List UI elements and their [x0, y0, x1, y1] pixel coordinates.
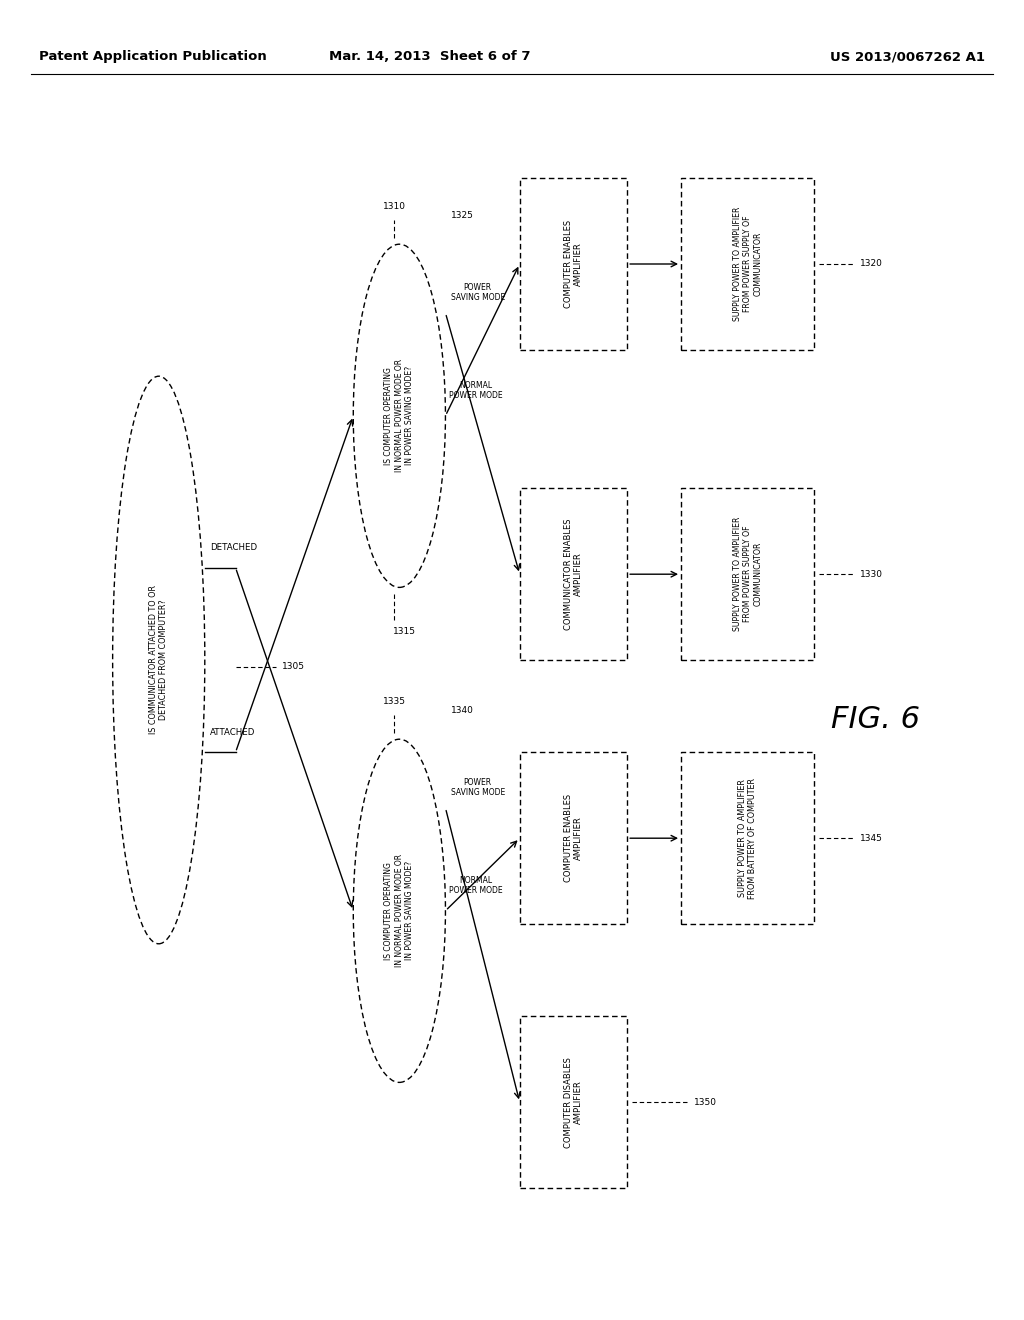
Text: 1315: 1315 — [393, 627, 416, 636]
Text: 1305: 1305 — [282, 663, 304, 671]
Text: Patent Application Publication: Patent Application Publication — [39, 50, 266, 63]
Text: 1325: 1325 — [451, 211, 473, 220]
Bar — [520, 178, 627, 350]
Text: 1340: 1340 — [451, 706, 473, 715]
Text: 1310: 1310 — [383, 202, 406, 211]
Text: 1320: 1320 — [860, 260, 883, 268]
Bar — [681, 178, 814, 350]
Text: IS COMMUNICATOR ATTACHED TO OR
DETACHED FROM COMPUTER?: IS COMMUNICATOR ATTACHED TO OR DETACHED … — [150, 586, 168, 734]
Bar — [681, 488, 814, 660]
Text: POWER
SAVING MODE: POWER SAVING MODE — [451, 777, 505, 797]
Bar — [681, 752, 814, 924]
Text: NORMAL
POWER MODE: NORMAL POWER MODE — [449, 380, 502, 400]
Text: US 2013/0067262 A1: US 2013/0067262 A1 — [830, 50, 985, 63]
Text: IS COMPUTER OPERATING
IN NORMAL POWER MODE OR
IN POWER SAVING MODE?: IS COMPUTER OPERATING IN NORMAL POWER MO… — [384, 854, 415, 968]
Text: 1350: 1350 — [694, 1098, 717, 1106]
Text: SUPPLY POWER TO AMPLIFIER
FROM POWER SUPPLY OF
COMMUNICATOR: SUPPLY POWER TO AMPLIFIER FROM POWER SUP… — [732, 207, 763, 321]
Text: COMPUTER ENABLES
AMPLIFIER: COMPUTER ENABLES AMPLIFIER — [564, 220, 583, 308]
Bar — [520, 488, 627, 660]
Text: IS COMPUTER OPERATING
IN NORMAL POWER MODE OR
IN POWER SAVING MODE?: IS COMPUTER OPERATING IN NORMAL POWER MO… — [384, 359, 415, 473]
Bar — [520, 1016, 627, 1188]
Text: COMPUTER ENABLES
AMPLIFIER: COMPUTER ENABLES AMPLIFIER — [564, 795, 583, 882]
Text: 1345: 1345 — [860, 834, 883, 842]
Text: SUPPLY POWER TO AMPLIFIER
FROM POWER SUPPLY OF
COMMUNICATOR: SUPPLY POWER TO AMPLIFIER FROM POWER SUP… — [732, 517, 763, 631]
Text: COMMUNICATOR ENABLES
AMPLIFIER: COMMUNICATOR ENABLES AMPLIFIER — [564, 519, 583, 630]
Text: 1335: 1335 — [383, 697, 406, 706]
Text: Mar. 14, 2013  Sheet 6 of 7: Mar. 14, 2013 Sheet 6 of 7 — [330, 50, 530, 63]
Text: COMPUTER DISABLES
AMPLIFIER: COMPUTER DISABLES AMPLIFIER — [564, 1057, 583, 1147]
Text: FIG. 6: FIG. 6 — [831, 705, 920, 734]
Text: 1330: 1330 — [860, 570, 883, 578]
Text: POWER
SAVING MODE: POWER SAVING MODE — [451, 282, 505, 302]
Text: ATTACHED: ATTACHED — [210, 727, 255, 737]
Text: SUPPLY POWER TO AMPLIFIER
FROM BATTERY OF COMPUTER: SUPPLY POWER TO AMPLIFIER FROM BATTERY O… — [738, 777, 757, 899]
Text: DETACHED: DETACHED — [210, 543, 257, 552]
Text: NORMAL
POWER MODE: NORMAL POWER MODE — [449, 875, 502, 895]
Bar — [520, 752, 627, 924]
